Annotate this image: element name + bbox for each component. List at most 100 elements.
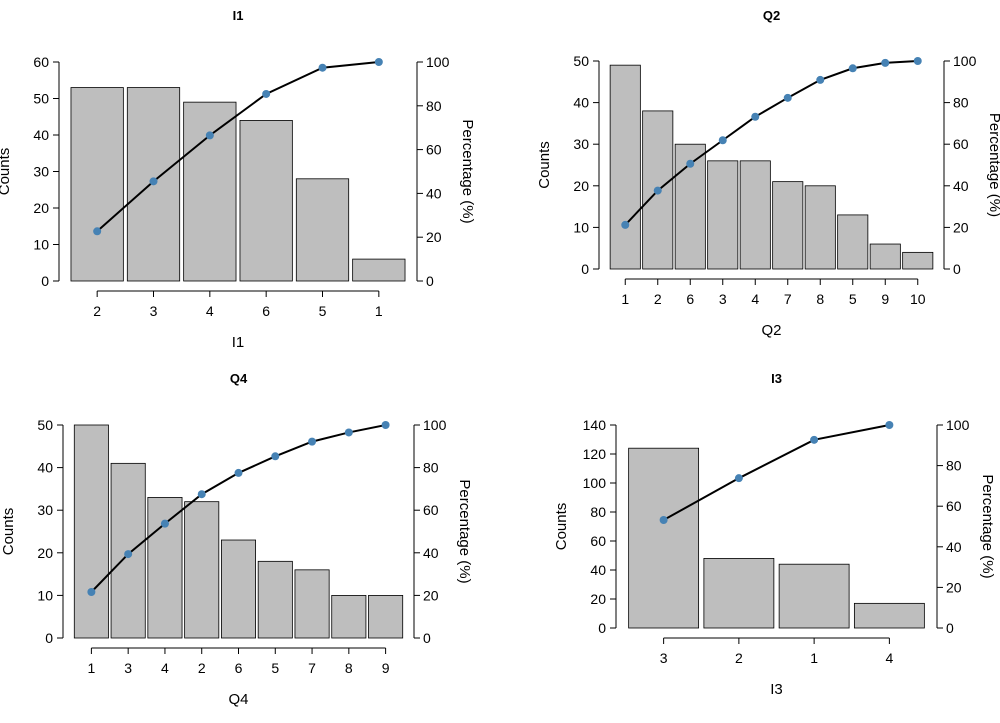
left-y-tick-label: 40 bbox=[590, 562, 606, 578]
cumulative-point-4 bbox=[885, 421, 894, 429]
x-tick-label: 8 bbox=[345, 660, 353, 676]
cumulative-point-9 bbox=[881, 58, 890, 67]
cumulative-point-10 bbox=[913, 57, 922, 65]
cumulative-point-3 bbox=[718, 136, 727, 145]
cumulative-point-2 bbox=[93, 227, 102, 236]
bar-4 bbox=[739, 160, 771, 270]
cumulative-point-6 bbox=[262, 89, 271, 98]
bar-1 bbox=[778, 563, 850, 629]
bar-10 bbox=[902, 251, 934, 270]
cumulative-point-5 bbox=[318, 63, 327, 72]
right-y-tick-label: 100 bbox=[423, 417, 447, 433]
bar-6 bbox=[220, 539, 257, 639]
bar-5 bbox=[295, 178, 350, 282]
x-tick-label: 1 bbox=[621, 291, 629, 307]
y-axis-label: Counts bbox=[0, 148, 13, 196]
x-tick-label: 3 bbox=[660, 650, 668, 666]
cumulative-line bbox=[624, 60, 918, 226]
y-axis-label: Counts bbox=[553, 503, 570, 551]
x-tick-label: 7 bbox=[308, 660, 316, 676]
right-y-tick-label: 40 bbox=[423, 545, 439, 561]
bar-7 bbox=[294, 569, 330, 639]
x-tick-label: 10 bbox=[910, 291, 926, 307]
cumulative-point-1 bbox=[621, 220, 630, 229]
right-y-tick-label: 60 bbox=[426, 142, 442, 158]
left-y-tick-label: 100 bbox=[583, 475, 607, 491]
x-axis-label: Q2 bbox=[761, 322, 781, 339]
x-tick-label: 6 bbox=[686, 291, 694, 307]
right-y-tick-label: 60 bbox=[953, 136, 969, 152]
bar-1 bbox=[73, 424, 109, 639]
right-y-tick-label: 0 bbox=[423, 630, 431, 646]
x-tick-label: 1 bbox=[375, 303, 383, 319]
x-tick-label: 4 bbox=[751, 291, 759, 307]
bar-9 bbox=[368, 595, 404, 639]
x-tick-label: 1 bbox=[810, 650, 818, 666]
cumulative-point-2 bbox=[653, 186, 662, 195]
right-y-tick-label: 0 bbox=[426, 273, 434, 289]
right-y-tick-label: 80 bbox=[946, 458, 962, 474]
right-y-tick-label: 0 bbox=[946, 620, 954, 636]
y-axis-label: Counts bbox=[0, 508, 17, 556]
cumulative-point-2 bbox=[197, 490, 206, 499]
cumulative-point-4 bbox=[205, 131, 214, 140]
bar-3 bbox=[707, 160, 739, 270]
x-tick-label: 6 bbox=[262, 303, 270, 319]
right-y-tick-label: 40 bbox=[953, 178, 969, 194]
cumulative-point-6 bbox=[234, 468, 243, 477]
y2-axis-label: Percentage (%) bbox=[456, 479, 473, 583]
right-y-tick-label: 80 bbox=[953, 95, 969, 111]
x-tick-label: 9 bbox=[881, 291, 889, 307]
bar-5 bbox=[837, 214, 869, 270]
x-tick-label: 2 bbox=[93, 303, 101, 319]
left-y-tick-label: 10 bbox=[37, 587, 53, 603]
left-y-tick-label: 60 bbox=[33, 54, 49, 70]
x-tick-label: 3 bbox=[150, 303, 158, 319]
x-axis-label: Q4 bbox=[228, 691, 248, 708]
cumulative-point-4 bbox=[751, 112, 760, 121]
left-y-tick-label: 10 bbox=[33, 237, 49, 253]
cumulative-point-7 bbox=[783, 93, 792, 102]
x-axis-label: I3 bbox=[770, 681, 783, 698]
right-y-tick-label: 60 bbox=[423, 502, 439, 518]
left-y-tick-label: 10 bbox=[573, 219, 589, 235]
left-y-tick-label: 60 bbox=[590, 533, 606, 549]
left-y-tick-label: 0 bbox=[598, 620, 606, 636]
left-y-tick-label: 0 bbox=[45, 630, 53, 646]
chart-title: Q2 bbox=[763, 8, 780, 23]
bar-8 bbox=[804, 185, 836, 270]
bar-2 bbox=[70, 87, 124, 282]
bar-2 bbox=[703, 558, 775, 629]
right-y-tick-label: 60 bbox=[946, 498, 962, 514]
x-tick-label: 5 bbox=[849, 291, 857, 307]
cumulative-point-3 bbox=[149, 177, 158, 186]
pareto-panel-1: Q2 0 10 20 30 40 50 0 20 40 60 80 100 1 2 6 3 4 7 8 5 9 10 Q2 Co… bbox=[536, 8, 1000, 339]
bar-7 bbox=[772, 181, 804, 270]
cumulative-point-3 bbox=[124, 550, 133, 559]
bar-1 bbox=[352, 258, 406, 282]
right-y-tick-label: 20 bbox=[426, 229, 442, 245]
x-tick-label: 4 bbox=[161, 660, 169, 676]
right-y-tick-label: 20 bbox=[953, 219, 969, 235]
right-y-tick-label: 0 bbox=[953, 261, 961, 277]
cumulative-point-6 bbox=[686, 159, 695, 168]
left-y-tick-label: 30 bbox=[33, 164, 49, 180]
left-y-tick-label: 0 bbox=[581, 261, 589, 277]
bar-5 bbox=[257, 560, 293, 639]
y2-axis-label: Percentage (%) bbox=[979, 474, 996, 578]
left-y-tick-label: 80 bbox=[590, 504, 606, 520]
x-tick-label: 2 bbox=[198, 660, 206, 676]
cumulative-point-1 bbox=[374, 58, 383, 66]
right-y-tick-label: 80 bbox=[426, 98, 442, 114]
cumulative-point-9 bbox=[381, 421, 390, 429]
left-y-tick-label: 140 bbox=[583, 417, 607, 433]
right-y-tick-label: 100 bbox=[953, 53, 977, 69]
x-tick-label: 1 bbox=[87, 660, 95, 676]
cumulative-point-4 bbox=[160, 519, 169, 528]
bar-4 bbox=[147, 497, 183, 639]
bar-2 bbox=[184, 501, 220, 639]
x-tick-label: 6 bbox=[235, 660, 243, 676]
left-y-tick-label: 40 bbox=[37, 460, 53, 476]
